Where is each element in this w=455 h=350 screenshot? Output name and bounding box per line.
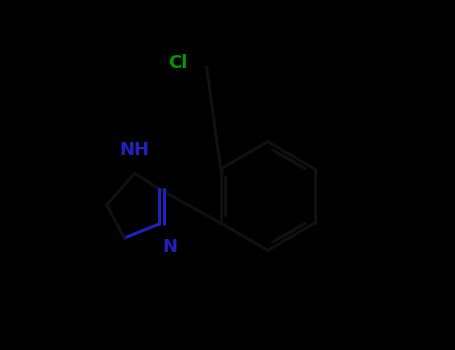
Text: N: N: [163, 238, 178, 256]
Text: NH: NH: [120, 141, 150, 159]
Text: Cl: Cl: [168, 54, 187, 72]
